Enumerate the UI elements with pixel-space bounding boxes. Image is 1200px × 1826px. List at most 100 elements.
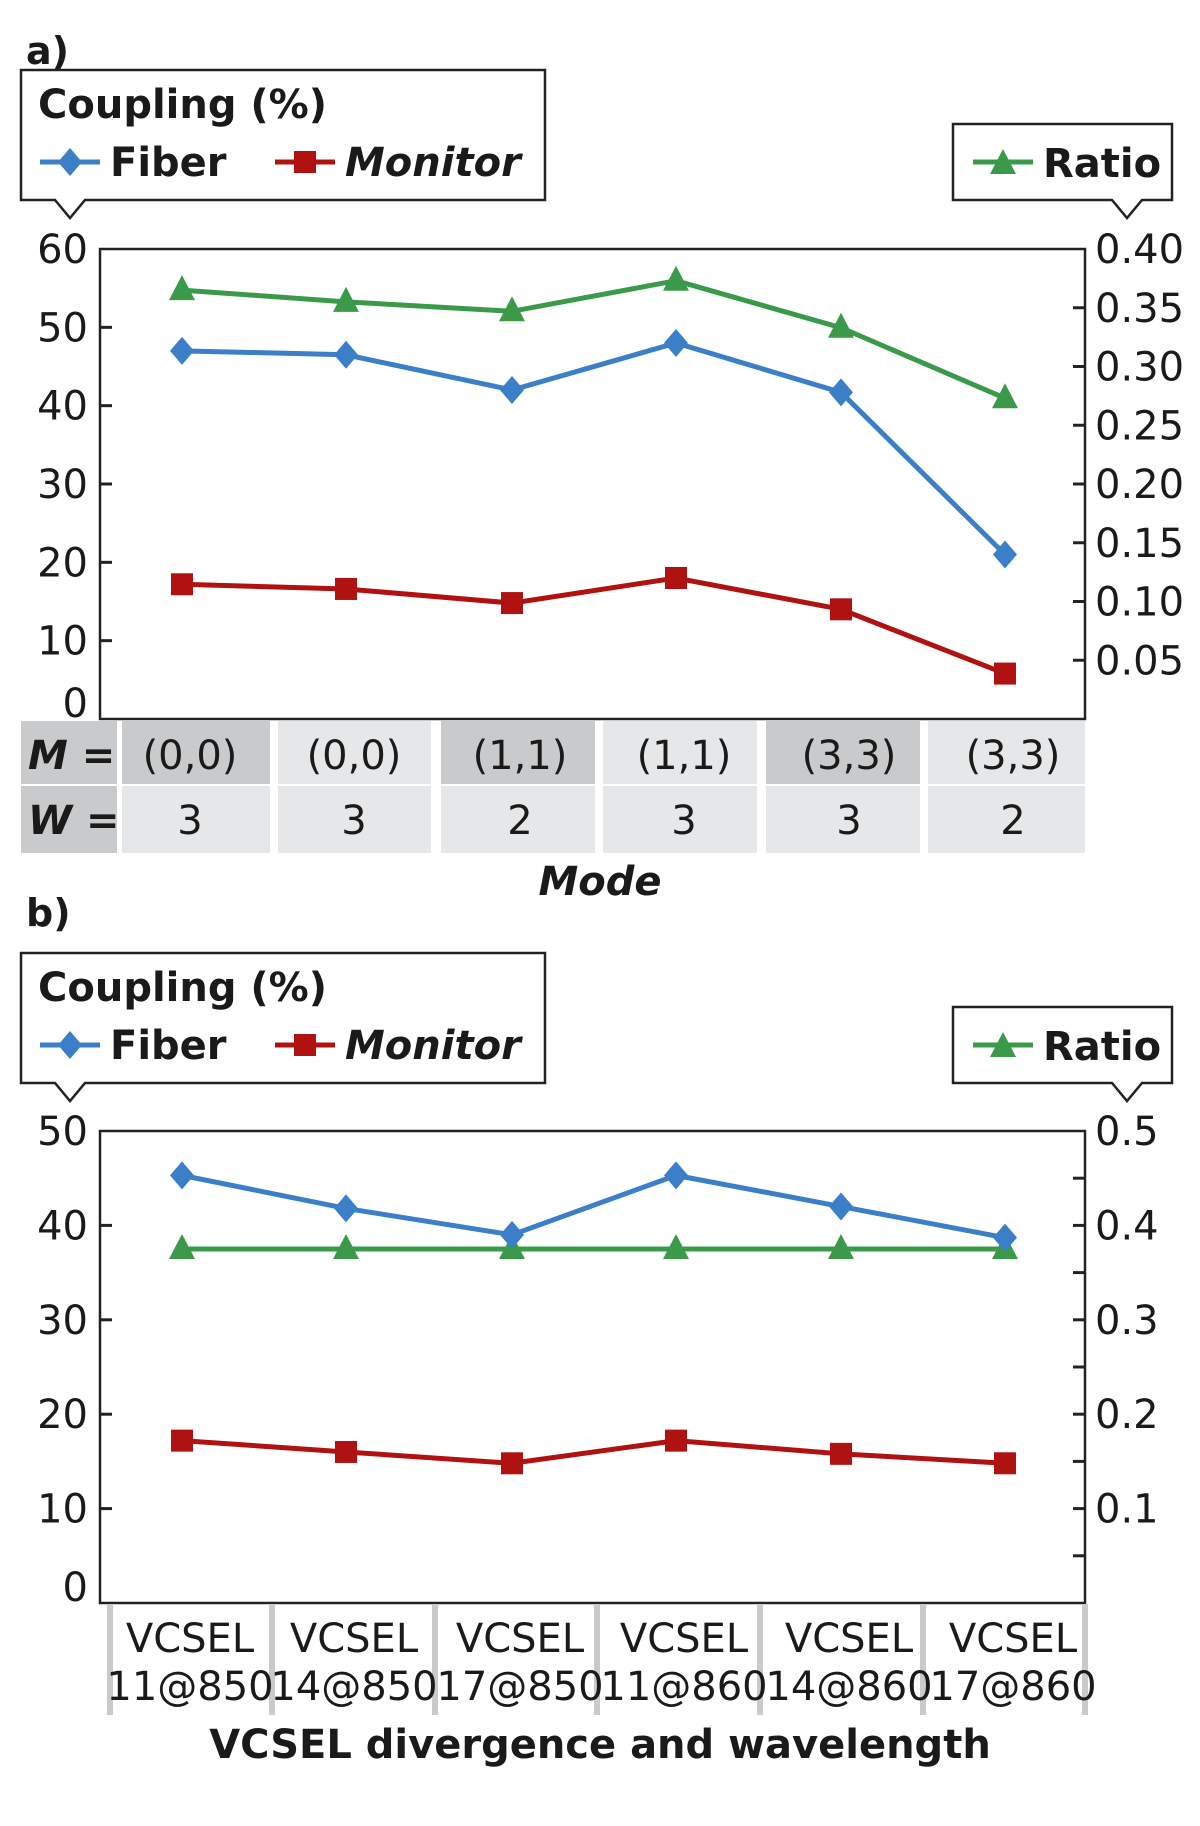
data-point	[335, 577, 357, 600]
data-point	[665, 1429, 687, 1452]
left-tick-label: 10	[37, 619, 88, 665]
legend-ratio-label: Ratio	[1043, 141, 1161, 187]
left-tick-label: 20	[37, 540, 88, 586]
data-point	[663, 1234, 689, 1259]
row-label-cell	[21, 786, 117, 853]
left-tick-label: 30	[37, 462, 88, 508]
data-point	[334, 340, 358, 369]
data-point	[333, 1234, 359, 1259]
left-tick-label: 20	[37, 1392, 88, 1438]
table-cell	[441, 721, 595, 784]
legend-ratio-label: Ratio	[1043, 1024, 1161, 1070]
data-point	[501, 592, 523, 615]
data-point	[829, 378, 853, 407]
table-cell	[766, 786, 920, 853]
category-label: 3	[671, 798, 696, 844]
category-label: VCSEL	[290, 1616, 419, 1662]
left-tick-label: 0	[63, 681, 88, 727]
category-label: (0,0)	[307, 733, 402, 779]
data-point	[830, 598, 852, 621]
legend-fiber-label: Fiber	[110, 140, 227, 186]
data-point	[171, 1429, 193, 1452]
data-point	[664, 1161, 688, 1190]
category-label: (1,1)	[637, 733, 732, 779]
category-label: 3	[177, 798, 202, 844]
data-point	[169, 275, 195, 301]
table-cell	[603, 721, 757, 784]
category-label: 2	[507, 798, 532, 844]
x-axis-label: VCSEL divergence and wavelength	[209, 1722, 991, 1768]
plot-area	[98, 1129, 1087, 1605]
x-axis-label: Mode	[538, 859, 661, 905]
legend-box-right	[951, 122, 1174, 220]
category-label: 17@860	[929, 1664, 1096, 1710]
category-label: (1,1)	[473, 733, 568, 779]
data-point	[830, 1442, 852, 1465]
right-tick-label: 0.20	[1095, 462, 1184, 508]
legend-monitor-marker	[294, 1034, 316, 1056]
data-point	[994, 1452, 1016, 1475]
data-point	[170, 1161, 194, 1190]
right-tick-label: 0.1	[1095, 1487, 1159, 1533]
legend-title: Coupling (%)	[38, 965, 327, 1011]
legend-ratio-marker	[990, 149, 1016, 174]
table-cell	[122, 721, 270, 784]
series-line	[181, 1172, 1006, 1241]
legend-monitor-label: Monitor	[345, 140, 523, 186]
left-tick-label: 30	[37, 1298, 88, 1344]
right-tick-label: 0.5	[1095, 1109, 1159, 1155]
right-tick-label: 0.4	[1095, 1203, 1159, 1249]
data-point	[828, 1234, 854, 1259]
table-cell	[441, 786, 595, 853]
left-tick-label: 50	[37, 305, 88, 351]
legend-fiber-label: Fiber	[110, 1023, 227, 1069]
right-tick-label: 0.30	[1095, 345, 1184, 391]
data-point	[334, 1194, 358, 1223]
left-tick-label: 60	[37, 227, 88, 273]
chart-a: a) Coupling (%) Fiber Monitor Ratio 0 10 20 30 40…	[19, 29, 1184, 905]
data-point	[500, 1220, 524, 1249]
legend-monitor-label: Monitor	[345, 1023, 523, 1069]
category-label: VCSEL	[456, 1616, 585, 1662]
category-label: 11@860	[600, 1664, 767, 1710]
category-label: VCSEL	[126, 1616, 255, 1662]
category-label: 17@850	[436, 1664, 603, 1710]
table-cell	[928, 721, 1085, 784]
series-ratio	[169, 265, 1018, 409]
data-point	[665, 567, 687, 589]
data-point	[992, 383, 1018, 409]
legend-box-left	[19, 68, 547, 220]
series-line	[181, 278, 1006, 401]
right-tick-label: 0.35	[1095, 286, 1184, 332]
legend-title: Coupling (%)	[38, 82, 327, 128]
left-tick-label: 10	[37, 1487, 88, 1533]
right-tick-label: 0.05	[1095, 638, 1184, 684]
data-point	[335, 1440, 357, 1463]
category-label: 3	[836, 798, 861, 844]
legend-fiber-marker	[58, 148, 82, 176]
category-label: 11@850	[106, 1664, 273, 1710]
data-point	[828, 312, 854, 338]
row-label: M =	[28, 733, 115, 779]
right-tick-label: 0.2	[1095, 1392, 1159, 1438]
legend-fiber-marker	[58, 1031, 82, 1059]
row-label: W =	[28, 798, 120, 844]
series-monitor	[171, 567, 1016, 685]
left-tick-label: 40	[37, 384, 88, 430]
left-tick-label: 50	[37, 1109, 88, 1155]
table-cell	[122, 786, 270, 853]
category-label: (3,3)	[966, 733, 1061, 779]
legend-ratio-marker	[990, 1032, 1016, 1057]
category-label: VCSEL	[620, 1616, 749, 1662]
category-label: 2	[1000, 798, 1025, 844]
data-point	[993, 1223, 1017, 1252]
series-line	[181, 1438, 1006, 1466]
data-point	[501, 1452, 523, 1475]
category-label: 3	[341, 798, 366, 844]
category-label: 14@850	[270, 1664, 437, 1710]
left-tick-label: 40	[37, 1203, 88, 1249]
series-fiber	[170, 329, 1017, 569]
left-tick-label: 0	[63, 1565, 88, 1611]
panel-label: b)	[26, 891, 71, 935]
